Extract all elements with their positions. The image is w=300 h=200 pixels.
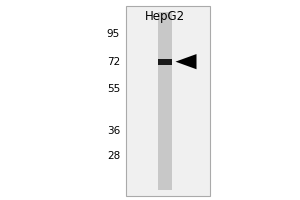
Bar (158, 12, 172, 190)
Text: 55: 55 (107, 84, 120, 94)
Polygon shape (176, 54, 197, 69)
Text: 72: 72 (107, 57, 120, 67)
Text: 28: 28 (107, 151, 120, 161)
Text: HepG2: HepG2 (145, 10, 185, 23)
Text: 95: 95 (107, 29, 120, 39)
Bar (158, 59, 172, 65)
Bar (126, 6, 210, 196)
Text: 36: 36 (107, 126, 120, 136)
